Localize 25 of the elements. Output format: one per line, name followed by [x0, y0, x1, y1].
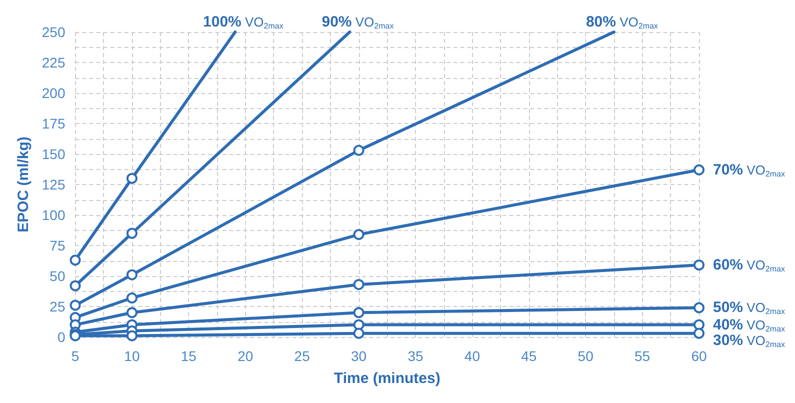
x-tick-label: 40 — [464, 348, 480, 364]
y-tick-label: 175 — [42, 116, 66, 132]
x-tick-label: 25 — [294, 348, 310, 364]
y-tick-label: 0 — [57, 329, 66, 345]
y-tick-label: 150 — [42, 146, 66, 162]
x-tick-label: 30 — [350, 348, 367, 364]
x-axis-title: Time (minutes) — [334, 370, 440, 387]
x-tick-label: 45 — [521, 348, 537, 364]
y-tick-label: 125 — [42, 176, 66, 192]
x-tick-label: 15 — [180, 348, 197, 364]
y-tick-label: 25 — [50, 298, 66, 314]
x-tick-label: 10 — [124, 348, 140, 364]
x-tick-label: 35 — [408, 348, 424, 364]
x-tick-label: 50 — [578, 348, 594, 364]
y-tick-label: 100 — [42, 207, 66, 223]
y-tick-label: 75 — [50, 238, 66, 254]
y-axis-title: EPOC (ml/kg) — [15, 136, 32, 232]
x-tick-label: 60 — [691, 348, 707, 364]
x-tick-label: 5 — [71, 348, 80, 364]
y-tick-label: 250 — [42, 24, 66, 40]
x-tick-label: 55 — [634, 348, 650, 364]
x-tick-label: 20 — [238, 348, 254, 364]
y-tick-label: 225 — [42, 54, 66, 70]
y-tick-label: 50 — [50, 268, 66, 284]
y-tick-label: 200 — [42, 85, 66, 101]
